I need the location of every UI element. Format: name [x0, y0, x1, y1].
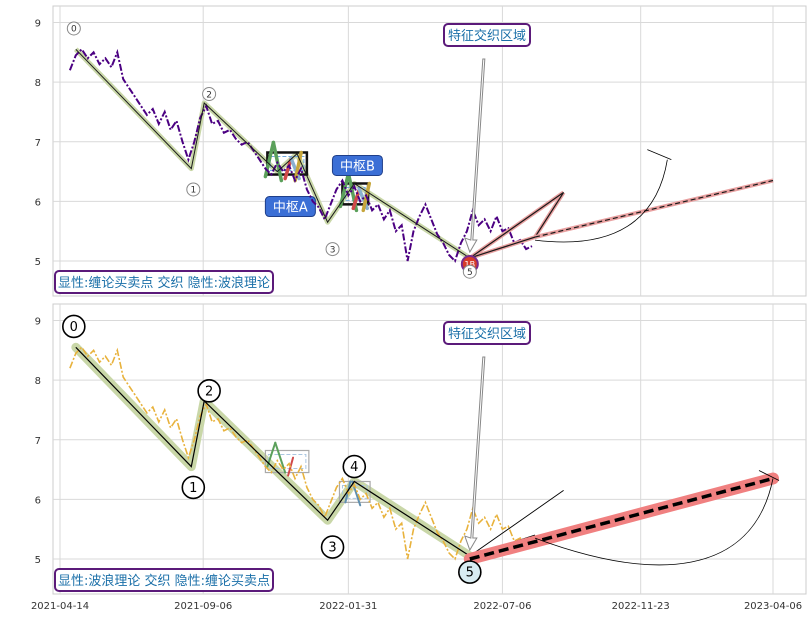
wave-label-circle — [342, 454, 367, 479]
wave-label-circle — [62, 314, 86, 339]
caption-text: 显性:波浪理论 交织 隐性:缠论买卖点 — [58, 573, 270, 589]
zhongshu-stroke — [293, 150, 303, 183]
zhongshu-stroke — [283, 156, 293, 181]
projection-line — [534, 179, 774, 238]
wave-label: 5 — [466, 566, 474, 581]
x-tick-label: 2021-09-06 — [174, 601, 232, 612]
x-tick-label: 2022-07-06 — [473, 601, 531, 612]
x-axis: 2021-04-14 2021-09-06 2022-01-31 2022-07-06… — [31, 601, 802, 612]
x-tick-label: 2022-01-31 — [319, 601, 377, 612]
y-tick-label: 5 — [35, 257, 41, 268]
buy-point-label: 1B — [465, 260, 476, 269]
y-tick-label: 9 — [35, 317, 41, 328]
faint-stroke — [274, 441, 287, 474]
wave-label-circle — [202, 87, 217, 102]
x-tick-label: 2021-04-14 — [31, 601, 89, 612]
wave-label-circle — [181, 475, 206, 500]
zhongshu-stroke — [351, 187, 362, 211]
y-tick-label: 8 — [35, 376, 41, 387]
callout-arrow — [464, 58, 486, 254]
wave-label-circle — [458, 560, 482, 584]
callout-box — [443, 23, 531, 47]
faint-box — [264, 449, 310, 474]
callout-arrow — [464, 356, 486, 552]
wave-line — [75, 346, 471, 557]
x-tick-label: 2022-11-23 — [612, 601, 670, 612]
caption-box — [54, 568, 274, 592]
projection-arc-cap — [647, 149, 672, 161]
wave-label: 2 — [205, 384, 213, 399]
wave-label: 1 — [189, 481, 197, 496]
projection-arc-cap — [758, 470, 780, 481]
bi-line — [75, 48, 471, 259]
zhongshu-label: 中枢A — [273, 201, 308, 216]
callout-box — [443, 321, 531, 345]
y-tick-label: 9 — [35, 19, 41, 30]
caption-box — [54, 270, 274, 294]
wave-label: 0 — [71, 25, 77, 35]
caption-text: 显性:缠论买卖点 交织 隐性:波浪理论 — [58, 275, 270, 291]
y-tick-label: 5 — [35, 555, 41, 566]
projection-dashed — [469, 476, 774, 561]
x-tick-label: 2023-04-06 — [744, 601, 802, 612]
y-tick-label: 8 — [35, 78, 41, 89]
zhongshu-label-box — [331, 154, 383, 176]
wave-label: 1 — [190, 186, 196, 196]
plot-frame — [52, 303, 807, 595]
callout-text: 特征交织区域 — [448, 326, 526, 342]
wave-label: 3 — [328, 541, 336, 556]
wave-label-circle — [186, 182, 201, 197]
price-line — [69, 346, 533, 561]
wave-label-circle — [197, 379, 221, 403]
projection-arc — [534, 478, 774, 566]
wave-label-circle — [320, 535, 345, 559]
zhongshu-label-box — [264, 196, 316, 218]
projection-arc — [534, 159, 668, 243]
plot-frame — [52, 5, 807, 297]
wave-label: 3 — [330, 245, 336, 255]
wave-label: 5 — [467, 268, 473, 278]
faint-box-inner — [267, 453, 307, 470]
wave-label-circle — [462, 264, 477, 279]
wave-label: 2 — [206, 90, 212, 100]
y-tick-label: 6 — [35, 495, 41, 506]
y-tick-label: 7 — [35, 138, 41, 149]
y-tick-label: 7 — [35, 436, 41, 447]
y-tick-label: 6 — [35, 197, 41, 208]
wave-label-circle — [325, 242, 340, 257]
price-line — [68, 47, 533, 263]
wave-label: 4 — [350, 460, 358, 475]
wave-label: 0 — [70, 320, 78, 335]
zhongshu-label: 中枢B — [340, 159, 375, 174]
callout-text: 特征交织区域 — [448, 28, 526, 44]
wave-label-circle — [66, 21, 81, 36]
